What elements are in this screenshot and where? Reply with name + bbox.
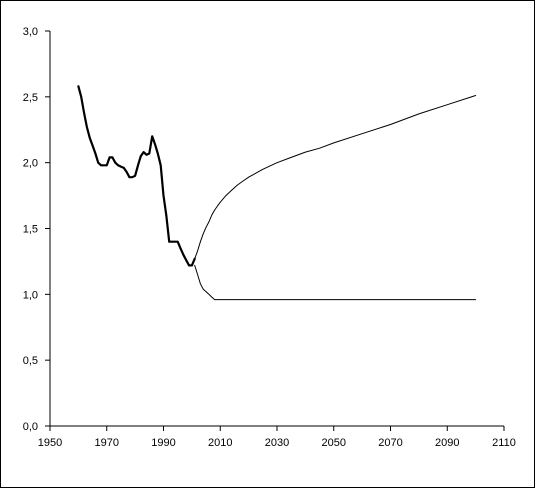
y-tick-label: 0,0: [23, 421, 38, 433]
y-tick-label: 0,5: [23, 355, 38, 367]
x-axis-ticks: 1950 1970 1990 2010 2030 2050 2070 2090 2110: [38, 426, 516, 449]
x-tick-label: 2050: [322, 437, 346, 449]
x-tick-label: 2010: [208, 437, 232, 449]
y-tick-label: 1,0: [23, 289, 38, 301]
x-tick-label: 1950: [38, 437, 62, 449]
x-tick-label: 2070: [378, 437, 402, 449]
x-tick-label: 2110: [492, 437, 516, 449]
y-tick-label: 3,0: [23, 26, 38, 38]
x-tick-label: 2030: [265, 437, 289, 449]
y-axis-ticks: 0,0 0,5 1,0 1,5 2,0 2,5 3,0: [23, 26, 50, 433]
x-tick-label: 1970: [95, 437, 119, 449]
series-layer: [77, 85, 477, 301]
x-tick-label: 2090: [435, 437, 459, 449]
series-line-thin-upper: [194, 95, 477, 260]
series-line-thin-lower: [194, 264, 477, 301]
y-tick-label: 2,5: [23, 92, 38, 104]
y-tick-label: 1,5: [23, 224, 38, 236]
chart-axes: [49, 31, 504, 427]
x-tick-label: 1990: [151, 437, 175, 449]
series-line-bold: [77, 85, 196, 267]
y-tick-label: 2,0: [23, 158, 38, 170]
